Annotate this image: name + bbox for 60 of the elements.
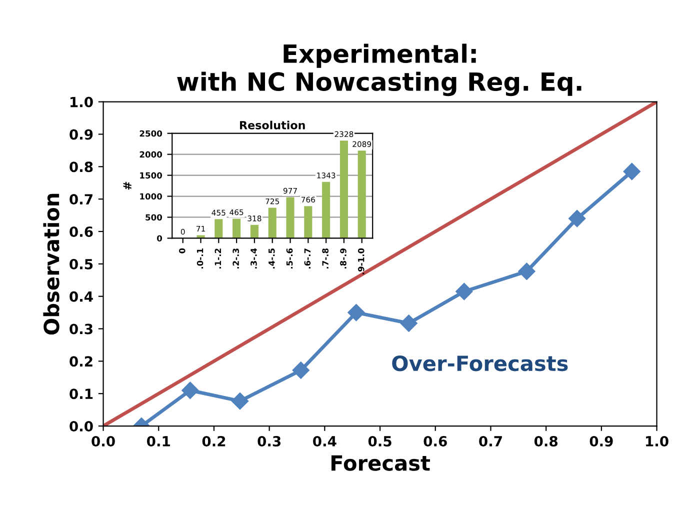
point: [348, 304, 365, 322]
x-tick-label: .2-.3: [232, 248, 239, 268]
point: [623, 162, 640, 180]
x-tick-label: 0.5: [368, 436, 392, 447]
y-tick-label: 2000: [140, 151, 162, 158]
x-tick-label: .0-.1: [196, 248, 204, 268]
x-tick-label: 0.9: [590, 436, 613, 447]
x-axis-title: Forecast: [332, 455, 430, 471]
bar: [340, 140, 348, 238]
point: [292, 362, 310, 379]
y-tick-label: 0.0: [70, 421, 93, 432]
y-tick-label: 0.4: [70, 291, 93, 302]
y-tick-label: 0.3: [70, 324, 92, 334]
annotation: Over-Forecasts: [392, 355, 568, 372]
x-tick-label: .1-.2: [214, 248, 221, 268]
x-tick-label: .9-1.0: [358, 248, 364, 274]
y-tick-label: 1500: [140, 172, 162, 179]
point: [568, 210, 586, 228]
bar: [322, 182, 330, 238]
chart-title: Experimental: with NC Nowcasting Reg. Eq.: [177, 44, 582, 96]
y-tick-label: 0.2: [70, 356, 92, 367]
y-tick-label: 0.1: [70, 388, 93, 400]
x-tick-label: .5-.6: [286, 248, 293, 268]
bar: [286, 197, 294, 238]
bar: [304, 206, 312, 238]
x-tick-label: .3-.4: [250, 248, 257, 268]
y-tick-label: 0.7: [70, 194, 92, 205]
x-tick-label: 0.2: [202, 436, 226, 447]
bar: [214, 219, 223, 238]
x-tick-label: 1.0: [646, 436, 668, 447]
y-tick-label: 0: [157, 235, 162, 242]
y-tick-label: 2500: [140, 130, 162, 137]
y-tick-label: 1.0: [70, 96, 93, 108]
y-axis-title: Observation: [43, 194, 60, 335]
x-tick-label: 0.8: [534, 436, 558, 447]
x-tick-label: 0.6: [424, 436, 447, 447]
x-tick-label: 0.4: [313, 436, 336, 447]
y-tick-label: 0.6: [70, 226, 93, 237]
y-tick-label: 1000: [140, 193, 162, 200]
bar: [358, 150, 366, 238]
x-tick-label: .6-.7: [304, 248, 311, 268]
x-tick-label: 0.7: [479, 436, 502, 447]
x-tick-label: 0: [178, 248, 186, 254]
y-tick-label: 0.8: [70, 162, 93, 172]
point: [231, 392, 249, 410]
x-tick-label: 0.3: [258, 436, 281, 447]
x-tick-label: .8-.9: [340, 248, 346, 268]
point: [400, 314, 418, 332]
x-tick-label: 0.0: [92, 436, 115, 447]
point: [518, 262, 536, 280]
bar: [250, 224, 258, 238]
y-axis-title: #: [123, 182, 132, 190]
x-tick-label: .4-.5: [268, 248, 275, 268]
chart-title: Resolution: [240, 120, 305, 130]
y-tick-label: 500: [146, 214, 162, 221]
bar: [232, 218, 241, 238]
x-tick-label: .7-.8: [322, 248, 328, 268]
y-tick-label: 0.9: [70, 129, 93, 140]
point: [456, 282, 473, 300]
point: [182, 382, 199, 399]
